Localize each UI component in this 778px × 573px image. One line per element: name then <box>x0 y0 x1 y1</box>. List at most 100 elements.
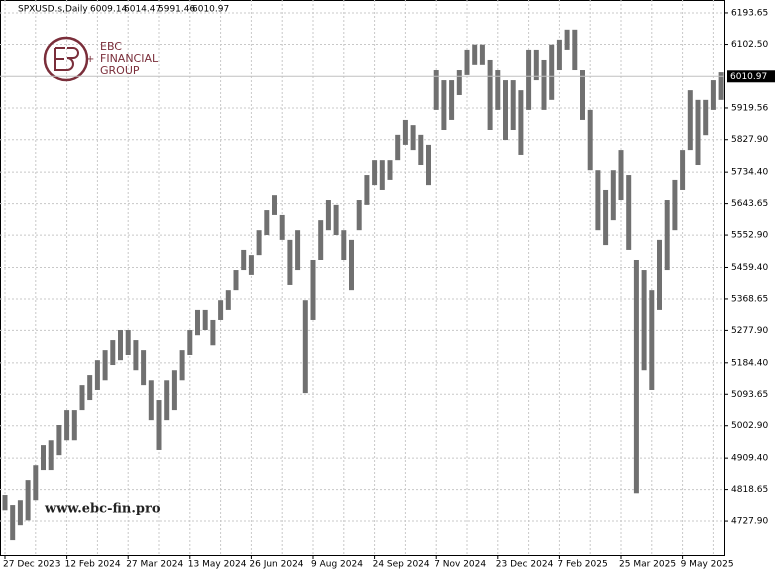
price-bar <box>549 44 555 100</box>
price-bar <box>603 189 609 246</box>
price-bar <box>102 350 108 381</box>
price-bar <box>341 230 347 260</box>
price-bar <box>441 80 447 130</box>
price-bar <box>17 500 23 526</box>
price-bar <box>610 170 616 221</box>
x-tick-label: 13 May 2024 <box>188 560 247 570</box>
price-bar <box>64 410 70 441</box>
x-tick-label: 9 May 2025 <box>681 560 734 570</box>
x-tick-label: 23 Dec 2024 <box>496 560 554 570</box>
y-tick-label: 5827.90 <box>731 135 768 145</box>
price-bar <box>164 380 170 421</box>
y-tick-label: 5093.65 <box>731 390 768 400</box>
price-bar <box>302 300 308 394</box>
price-bar <box>564 29 570 50</box>
price-bar <box>572 29 578 71</box>
price-bar <box>171 370 177 411</box>
symbol: SPXUSD.s,Daily <box>18 5 88 15</box>
price-bar <box>641 270 647 371</box>
website: www.ebc-fin.pro <box>44 502 161 517</box>
logo-plus: + <box>86 54 94 65</box>
price-bar <box>503 80 508 141</box>
price-bar <box>272 195 277 215</box>
price-bar <box>71 410 77 441</box>
price-bar <box>649 290 655 390</box>
price-bar <box>556 39 562 71</box>
price-bar <box>25 480 31 521</box>
y-tick-label: 5919.56 <box>731 103 768 113</box>
price-bar <box>633 259 639 494</box>
y-tick-label: 4727.90 <box>731 517 768 527</box>
logo-mark <box>54 47 79 71</box>
plot-frame <box>0 0 725 556</box>
y-tick-label: 5552.90 <box>731 231 768 241</box>
x-tick-label: 7 Nov 2024 <box>434 560 486 570</box>
price-bar <box>333 204 339 236</box>
price-bar <box>187 330 193 355</box>
price-bar <box>703 99 709 136</box>
price-bar <box>687 90 693 151</box>
price-bar <box>518 90 524 155</box>
x-tick-label: 25 Mar 2025 <box>619 560 676 570</box>
price-bar <box>202 309 208 331</box>
price-bar <box>141 350 147 386</box>
last-price-label: 6010.97 <box>730 72 767 82</box>
price-bar <box>379 160 385 190</box>
price-bar <box>657 239 662 310</box>
x-tick-label: 24 Sep 2024 <box>373 560 430 570</box>
price-bar <box>718 72 724 100</box>
price-bar <box>695 99 701 166</box>
price-bar <box>125 330 131 355</box>
price-bar <box>94 360 100 390</box>
price-bar <box>587 109 593 171</box>
price-bar <box>472 44 478 65</box>
price-bar <box>56 425 62 456</box>
y-tick-label: 5002.90 <box>731 421 768 431</box>
ohlc-high: 6014.47 <box>124 5 161 15</box>
x-tick-label: 9 Aug 2024 <box>311 560 363 570</box>
price-bar <box>318 220 324 260</box>
x-tick-label: 26 Jun 2024 <box>249 560 303 570</box>
price-bar <box>433 70 439 110</box>
price-bar <box>510 80 516 130</box>
price-bar <box>33 465 39 501</box>
grid <box>0 0 724 555</box>
price-bar <box>248 255 254 275</box>
price-bar <box>664 200 670 271</box>
logo-text: EBC <box>100 40 122 53</box>
price-bar <box>672 179 678 231</box>
price-bar <box>356 200 362 231</box>
price-bar <box>533 49 539 81</box>
price-bar <box>279 214 285 240</box>
price-bar <box>710 80 716 110</box>
price-bar <box>256 230 262 256</box>
bars <box>2 29 724 541</box>
price-bar <box>456 70 462 95</box>
price-bar <box>118 330 123 361</box>
price-bar <box>179 350 185 381</box>
price-bar <box>680 150 686 190</box>
y-tick-label: 6102.50 <box>731 40 768 50</box>
price-bar <box>595 170 601 231</box>
y-tick-label: 4818.65 <box>731 485 768 495</box>
ohlc-close: 6010.97 <box>192 5 229 15</box>
price-bar <box>148 380 154 421</box>
price-bar <box>479 44 485 65</box>
y-tick-label: 5734.40 <box>731 168 768 178</box>
price-bar <box>233 270 239 291</box>
price-bar <box>225 290 231 310</box>
price-bar <box>526 49 532 110</box>
price-bar <box>79 385 85 411</box>
logo-ring <box>43 36 89 82</box>
price-bar <box>618 150 624 201</box>
last-price-box <box>727 70 775 83</box>
price-bar <box>580 70 585 120</box>
price-bar <box>110 340 116 366</box>
price-bar <box>295 230 301 271</box>
ohlc-low: 5991.46 <box>158 5 195 15</box>
price-bar <box>48 440 54 471</box>
price-bar <box>156 400 162 450</box>
y-tick-label: 4909.40 <box>731 454 768 464</box>
